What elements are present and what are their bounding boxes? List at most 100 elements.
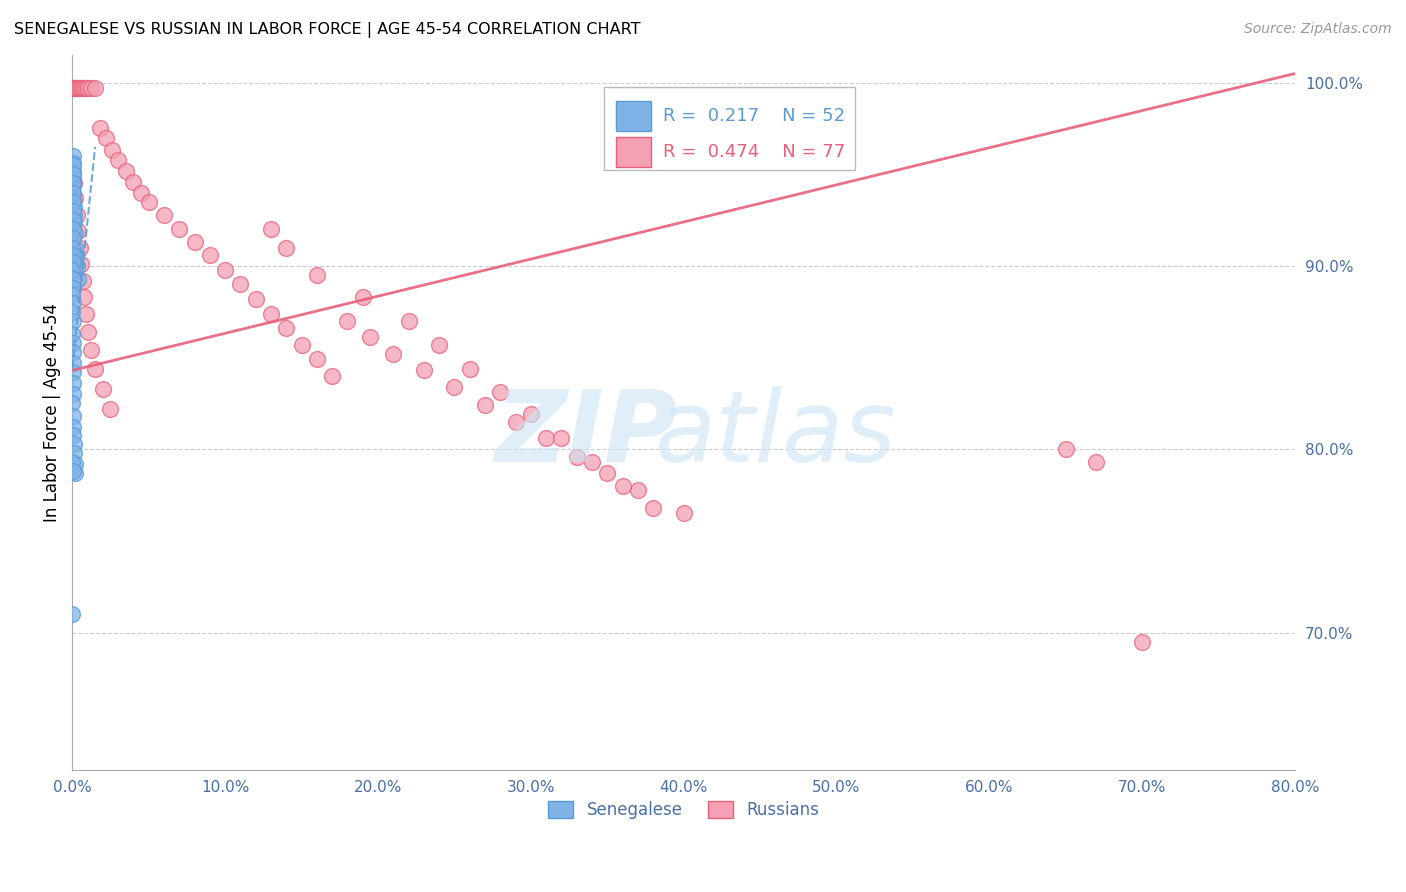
- Point: [153, 208, 176, 222]
- Point: [62, 272, 84, 286]
- Point: [62, 200, 84, 214]
- Point: [62, 193, 84, 207]
- Point: [62, 149, 84, 163]
- Point: [62, 81, 84, 95]
- Point: [75, 81, 97, 95]
- Point: [70, 257, 93, 271]
- Point: [474, 398, 496, 412]
- Point: [63, 457, 86, 471]
- Point: [382, 347, 405, 361]
- Point: [75, 307, 97, 321]
- Point: [62, 163, 84, 178]
- Point: [520, 408, 543, 422]
- Point: [66, 259, 89, 273]
- Point: [62, 436, 84, 450]
- Point: [612, 479, 634, 493]
- Text: R =  0.474    N = 77: R = 0.474 N = 77: [662, 143, 845, 161]
- Point: [412, 363, 434, 377]
- Point: [62, 170, 84, 185]
- Point: [62, 186, 84, 200]
- Point: [84, 361, 107, 376]
- Bar: [605, 87, 855, 169]
- Point: [62, 177, 84, 191]
- Text: SENEGALESE VS RUSSIAN IN LABOR FORCE | AGE 45-54 CORRELATION CHART: SENEGALESE VS RUSSIAN IN LABOR FORCE | A…: [14, 22, 641, 38]
- Point: [107, 153, 129, 167]
- Point: [359, 330, 381, 344]
- Point: [76, 325, 98, 339]
- Point: [63, 446, 86, 460]
- Point: [79, 343, 101, 358]
- Point: [183, 235, 205, 249]
- Point: [84, 81, 107, 95]
- Point: [596, 466, 619, 480]
- Point: [70, 81, 93, 95]
- Point: [62, 427, 84, 442]
- Point: [100, 401, 122, 416]
- Point: [62, 203, 84, 218]
- Point: [67, 81, 90, 95]
- Point: [63, 466, 86, 480]
- Point: [260, 222, 283, 236]
- Point: [290, 337, 312, 351]
- Point: [489, 385, 512, 400]
- Point: [66, 81, 89, 95]
- Point: [60, 326, 83, 341]
- Point: [69, 241, 91, 255]
- Point: [62, 281, 84, 295]
- Point: [63, 215, 86, 229]
- Point: [73, 81, 96, 95]
- Point: [627, 483, 650, 497]
- Point: [114, 163, 136, 178]
- Point: [505, 415, 527, 429]
- Point: [60, 396, 83, 410]
- Point: [62, 178, 84, 193]
- Point: [60, 241, 83, 255]
- Point: [534, 431, 557, 445]
- Point: [427, 337, 450, 351]
- Point: [63, 226, 86, 240]
- Point: [260, 307, 283, 321]
- Point: [94, 130, 117, 145]
- Point: [67, 224, 90, 238]
- Bar: [616, 101, 651, 131]
- Point: [60, 288, 83, 302]
- Point: [321, 368, 343, 383]
- Point: [69, 81, 91, 95]
- Point: [198, 248, 221, 262]
- Text: R =  0.217    N = 52: R = 0.217 N = 52: [662, 107, 845, 125]
- Point: [1085, 455, 1108, 469]
- Point: [336, 314, 359, 328]
- Point: [305, 352, 328, 367]
- Point: [72, 274, 94, 288]
- Point: [62, 248, 84, 262]
- Point: [65, 250, 87, 264]
- Point: [62, 213, 84, 227]
- Point: [60, 455, 83, 469]
- Point: [60, 607, 83, 622]
- Text: ZIP: ZIP: [495, 385, 678, 483]
- Point: [62, 222, 84, 236]
- Point: [138, 194, 160, 209]
- Point: [62, 420, 84, 434]
- Point: [62, 335, 84, 350]
- Text: Source: ZipAtlas.com: Source: ZipAtlas.com: [1244, 22, 1392, 37]
- Point: [565, 450, 588, 464]
- Point: [62, 186, 84, 200]
- Point: [62, 156, 84, 170]
- Point: [65, 241, 87, 255]
- Point: [60, 262, 83, 277]
- Point: [62, 356, 84, 370]
- Y-axis label: In Labor Force | Age 45-54: In Labor Force | Age 45-54: [44, 303, 60, 522]
- Legend: Senegalese, Russians: Senegalese, Russians: [541, 795, 825, 826]
- Point: [62, 255, 84, 269]
- Point: [62, 314, 84, 328]
- Point: [305, 268, 328, 282]
- Point: [101, 144, 124, 158]
- Point: [62, 194, 84, 209]
- Point: [62, 345, 84, 359]
- Point: [229, 277, 252, 292]
- Point: [550, 431, 572, 445]
- Point: [214, 262, 236, 277]
- Point: [129, 186, 152, 200]
- Point: [245, 292, 267, 306]
